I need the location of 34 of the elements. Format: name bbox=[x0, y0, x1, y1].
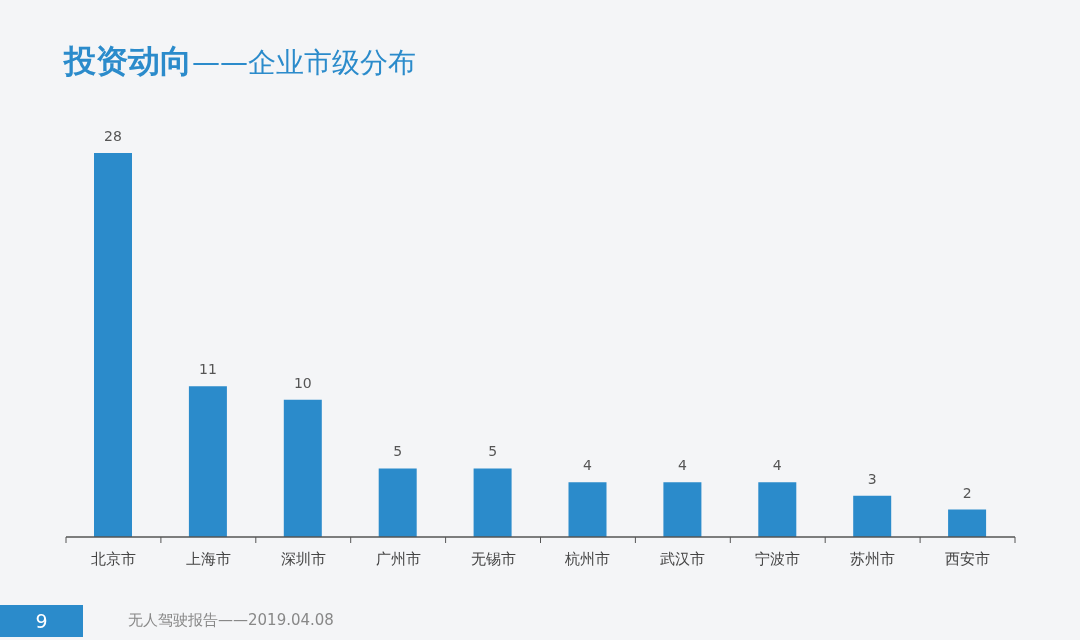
data-label: 5 bbox=[488, 443, 498, 460]
bar bbox=[853, 495, 892, 537]
page-tab: 9 bbox=[0, 605, 83, 637]
data-label: 4 bbox=[677, 457, 687, 474]
x-tick-label: 苏州市 bbox=[850, 549, 896, 568]
data-label: 28 bbox=[104, 128, 122, 144]
x-tick-label: 杭州市 bbox=[564, 549, 611, 568]
bar bbox=[283, 399, 322, 537]
x-tick-label: 宁波市 bbox=[755, 549, 801, 568]
data-label: 5 bbox=[393, 443, 403, 460]
bar bbox=[758, 482, 797, 537]
data-label: 4 bbox=[583, 457, 593, 474]
x-tick-label: 西安市 bbox=[945, 549, 991, 568]
x-tick-label: 无锡市 bbox=[470, 549, 516, 568]
chart-title: 投资动向 bbox=[64, 41, 192, 82]
bar bbox=[378, 468, 417, 537]
bar bbox=[568, 482, 607, 537]
x-tick-label: 北京市 bbox=[90, 549, 136, 568]
x-tick-label: 武汉市 bbox=[660, 549, 706, 568]
x-tick-label: 上海市 bbox=[185, 549, 231, 568]
x-tick-label: 深圳市 bbox=[280, 549, 326, 568]
data-label: 3 bbox=[867, 470, 877, 487]
data-label: 2 bbox=[962, 484, 972, 501]
bar bbox=[188, 386, 227, 537]
data-label: 4 bbox=[772, 457, 782, 474]
x-tick-label: 广州市 bbox=[375, 549, 421, 568]
text: 无人驾驶报告——2019.04.08 bbox=[128, 611, 334, 630]
chart-subtitle: ——企业市级分布 bbox=[192, 45, 416, 81]
data-label: 11 bbox=[198, 361, 217, 378]
bar bbox=[473, 468, 512, 537]
bar bbox=[663, 482, 702, 537]
bar bbox=[94, 153, 132, 537]
bar bbox=[948, 509, 987, 537]
data-label: 10 bbox=[293, 374, 312, 391]
